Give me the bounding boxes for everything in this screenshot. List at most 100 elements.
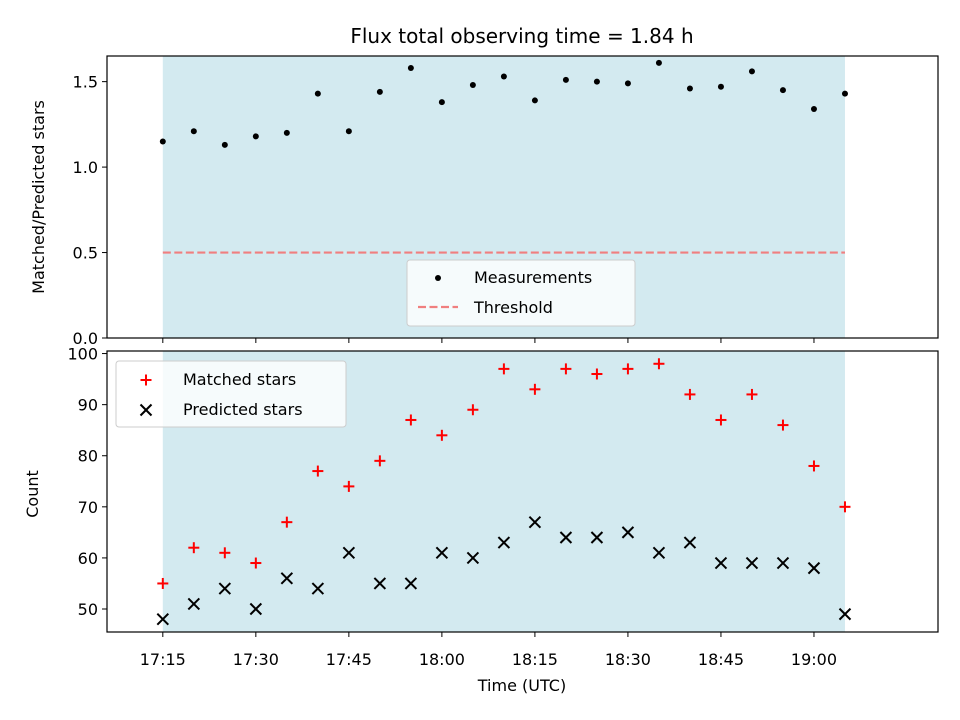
bottom-y-tick-label: 60 — [78, 549, 98, 568]
bottom-axes-frame — [106, 350, 939, 633]
predicted-point — [621, 526, 635, 539]
matched-point — [591, 368, 603, 380]
x-tick-label: 18:15 — [512, 650, 558, 669]
top-axes-frame — [106, 55, 939, 339]
bottom-y-axis-label: Count — [23, 470, 42, 518]
legend-predicted-label: Predicted stars — [183, 400, 303, 419]
top-y-tick-label: 1.0 — [73, 158, 98, 177]
legend-threshold-label: Threshold — [473, 298, 553, 317]
top-legend: Measurements Threshold — [406, 259, 636, 327]
matched-point — [219, 547, 231, 559]
predicted-point — [218, 582, 232, 595]
measurement-point — [624, 80, 631, 87]
bottom-legend: Matched stars Predicted stars — [115, 360, 347, 428]
predicted-point — [714, 556, 728, 570]
measurement-point — [531, 97, 538, 104]
predicted-point — [683, 536, 697, 549]
matched-point — [808, 460, 820, 472]
measurement-point — [810, 105, 817, 112]
predicted-point — [466, 551, 480, 565]
predicted-point — [652, 546, 666, 560]
predicted-point — [590, 531, 604, 544]
matched-point — [777, 419, 789, 431]
matched-point — [498, 363, 510, 375]
predicted-point — [342, 546, 356, 560]
predicted-point — [156, 613, 170, 626]
predicted-point — [311, 582, 325, 595]
measurement-point — [314, 90, 321, 97]
legend-predicted-marker — [139, 403, 153, 417]
matched-point — [839, 501, 851, 513]
measurement-point — [717, 83, 724, 90]
bottom-y-tick-label: 70 — [78, 498, 98, 517]
legend-measurements-label: Measurements — [474, 268, 592, 287]
measurement-point — [252, 133, 259, 140]
matched-point — [436, 429, 448, 441]
predicted-point — [435, 546, 449, 560]
predicted-point — [745, 556, 759, 570]
measurement-point — [283, 129, 290, 136]
matched-point — [467, 404, 479, 416]
matched-point — [622, 363, 634, 375]
matched-point — [188, 542, 200, 554]
measurement-point — [376, 88, 383, 95]
matched-point — [312, 465, 324, 477]
bottom-y-tick-label: 90 — [78, 396, 98, 415]
predicted-point — [807, 561, 821, 575]
x-tick-label: 19:00 — [791, 650, 837, 669]
matched-point — [529, 383, 541, 395]
legend-measurement-marker — [435, 275, 441, 281]
measurement-point — [190, 128, 197, 135]
x-tick-label: 17:30 — [233, 650, 279, 669]
matched-point — [746, 388, 758, 400]
matched-point — [343, 480, 355, 492]
legend-matched-marker — [140, 374, 152, 386]
matched-point — [684, 388, 696, 400]
predicted-point — [280, 572, 294, 585]
measurement-point — [407, 64, 414, 71]
bottom-panel-count-plot: 50 60 70 80 90 100 17:15 17:30 17:45 18:00 18:15 18… — [67, 345, 939, 669]
matched-point — [653, 358, 665, 370]
matched-point — [374, 455, 386, 467]
measurement-point — [345, 128, 352, 135]
measurement-point — [500, 73, 507, 80]
predicted-point — [373, 577, 387, 590]
bottom-legend-box — [115, 360, 347, 428]
x-tick-label: 17:15 — [140, 650, 186, 669]
predicted-point — [528, 515, 542, 529]
bottom-y-tick-label: 80 — [78, 447, 98, 466]
x-axis-label: Time (UTC) — [477, 676, 566, 695]
measurement-point — [748, 68, 755, 75]
measurement-point — [593, 78, 600, 85]
predicted-point — [249, 602, 263, 616]
measurement-point — [438, 99, 445, 106]
measurement-point — [221, 141, 228, 148]
top-y-axis-label: Matched/Predicted stars — [29, 100, 48, 294]
matched-point — [405, 414, 417, 426]
predicted-point — [404, 577, 418, 590]
chart-title: Flux total observing time = 1.84 h — [350, 24, 693, 48]
x-tick-label: 18:45 — [698, 650, 744, 669]
top-panel-ratio-plot: 0.0 0.5 1.0 1.5 Measurements Threshold — [73, 55, 939, 348]
matched-point — [281, 516, 293, 528]
top-y-tick-label: 1.5 — [73, 73, 98, 92]
matched-point — [715, 414, 727, 426]
measurement-point — [655, 59, 662, 66]
bottom-y-tick-label: 50 — [78, 600, 98, 619]
bottom-y-tick-label: 100 — [67, 345, 98, 364]
measurement-point — [841, 90, 848, 97]
predicted-point — [187, 597, 201, 611]
predicted-point — [497, 536, 511, 549]
measurement-point — [562, 76, 569, 83]
legend-matched-label: Matched stars — [183, 370, 296, 389]
predicted-point — [776, 556, 790, 570]
top-y-tick-label: 0.5 — [73, 244, 98, 263]
x-tick-label: 18:30 — [605, 650, 651, 669]
measurement-point — [159, 138, 166, 145]
x-tick-label: 18:00 — [419, 650, 465, 669]
top-legend-box — [406, 259, 636, 327]
x-tick-label: 17:45 — [326, 650, 372, 669]
predicted-point — [838, 607, 852, 621]
matched-point — [157, 577, 169, 589]
